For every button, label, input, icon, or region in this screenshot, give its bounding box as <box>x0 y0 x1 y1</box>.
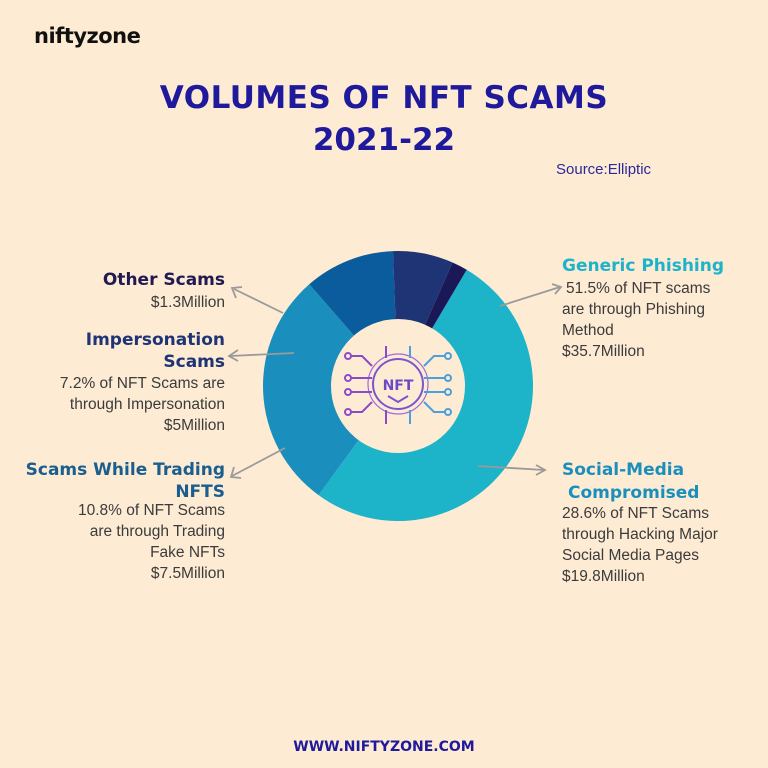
label-generic-line1: 51.5% of NFT scams <box>566 280 711 297</box>
label-imp-title1: Impersonation <box>85 330 225 350</box>
label-social-title2: Compromised <box>568 483 700 503</box>
label-other-value: $1.3Million <box>150 294 225 311</box>
label-generic-line2: are through Phishing <box>562 301 706 318</box>
page-title-year: 2021-22 <box>312 122 456 158</box>
label-trading-line3: Fake NFTs <box>150 544 225 561</box>
arrow-generic-head <box>551 283 563 295</box>
label-trading-body: 10.8% of NFT Scams are through Trading F… <box>0 500 225 584</box>
arrow-impersonation <box>229 352 295 357</box>
label-imp-body: 7.2% of NFT Scams are through Impersonat… <box>0 373 225 436</box>
arrow-other-head <box>230 286 243 299</box>
label-social-value: $19.8Million <box>562 568 645 585</box>
donut-slice-social-media-compromised <box>262 284 398 496</box>
label-imp-line1: 7.2% of NFT Scams are <box>59 375 225 392</box>
label-trading-title1: Scams While Trading <box>25 460 225 480</box>
label-trading-line1: 10.8% of NFT Scams <box>77 502 225 519</box>
label-imp-value: $5Million <box>163 417 225 434</box>
label-imp-line2: through Impersonation <box>69 396 225 413</box>
website-url: WWW.NIFTYZONE.COM <box>293 739 475 755</box>
label-social-line3: Social Media Pages <box>562 547 699 564</box>
arrow-social-head <box>535 464 547 476</box>
label-social-line2: through Hacking Major <box>562 526 718 543</box>
label-social-body: 28.6% of NFT Scams through Hacking Major… <box>562 503 718 587</box>
label-generic-value: $35.7Million <box>562 343 645 360</box>
source-note: Source:Elliptic <box>556 161 652 178</box>
label-other-title: Other Scams <box>102 270 225 290</box>
label-social-line1: 28.6% of NFT Scams <box>562 505 710 522</box>
arrow-generic <box>499 286 561 307</box>
callout-arrows <box>227 283 563 479</box>
label-generic-body2: are through Phishing Method $35.7Million <box>562 299 705 362</box>
nft-chip-icon <box>344 346 452 424</box>
donut-hole <box>331 319 465 453</box>
label-generic-body: 51.5% of NFT scams <box>566 278 710 299</box>
label-trading-title2: NFTS <box>175 482 225 502</box>
label-generic-line3: Method <box>562 322 614 339</box>
nft-icon-label: NFT <box>383 378 414 394</box>
page-title: VOLUMES OF NFT SCAMS <box>159 80 609 116</box>
label-trading-line2: are through Trading <box>89 523 225 540</box>
label-trading-value: $7.5Million <box>150 565 225 582</box>
arrow-trading <box>231 447 286 477</box>
arrow-social <box>477 465 545 471</box>
brand-logo: niftyzone <box>34 24 141 48</box>
arrow-impersonation-head <box>227 349 239 362</box>
arrow-trading-head <box>229 466 242 479</box>
label-imp-title2: Scams <box>163 352 225 372</box>
label-social-title1: Social-Media <box>562 460 685 480</box>
arrow-other <box>233 288 284 314</box>
label-generic-title: Generic Phishing <box>562 256 725 276</box>
